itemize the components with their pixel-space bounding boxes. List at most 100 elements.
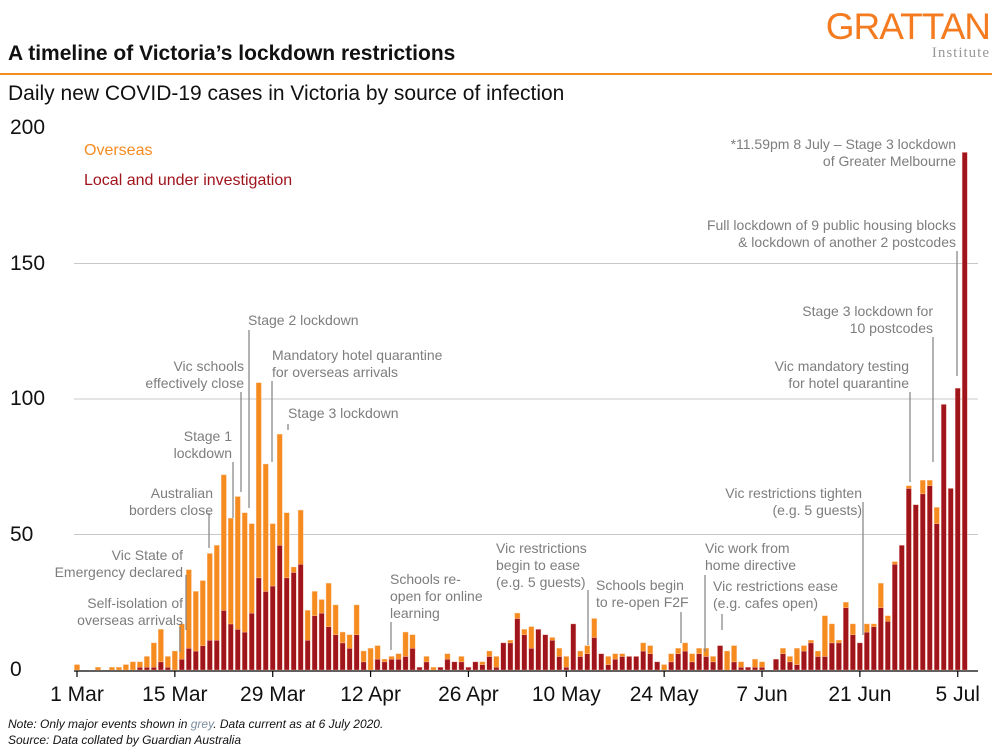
bar-overseas bbox=[255, 382, 262, 579]
bar-overseas bbox=[318, 599, 325, 614]
bar-overseas bbox=[234, 496, 241, 630]
annotation-line: effectively close bbox=[145, 375, 244, 391]
bar-local bbox=[836, 642, 842, 671]
event-annotation: Vic State of Emergency declared bbox=[55, 547, 183, 581]
event-annotation: Vic work from home directive bbox=[705, 540, 796, 574]
bar-local bbox=[346, 648, 353, 671]
bar-overseas bbox=[311, 591, 318, 616]
bar-overseas bbox=[647, 645, 653, 654]
bar-overseas bbox=[514, 612, 521, 619]
bar-local bbox=[179, 658, 185, 671]
bar-overseas bbox=[619, 653, 626, 657]
event-annotation: Full lockdown of 9 public housing blocks… bbox=[707, 217, 956, 251]
event-annotation: Vic schools effectively close bbox=[145, 358, 244, 392]
bar-local bbox=[318, 612, 325, 671]
bar-overseas bbox=[179, 623, 185, 660]
bar-overseas bbox=[137, 661, 143, 668]
bar-overseas bbox=[885, 615, 891, 622]
bar-overseas bbox=[668, 653, 674, 663]
bar-local bbox=[598, 653, 605, 671]
bar-local bbox=[332, 634, 339, 671]
bar-overseas bbox=[381, 658, 388, 663]
bar-local bbox=[423, 661, 430, 671]
bar-local bbox=[577, 656, 584, 671]
annotation-line: open for online bbox=[390, 588, 483, 604]
bar-local bbox=[822, 656, 828, 671]
annotation-line: Australian bbox=[150, 485, 213, 501]
bar-overseas bbox=[227, 518, 234, 625]
bar-overseas bbox=[787, 656, 793, 663]
event-annotation: Self-isolation of overseas arrivals bbox=[77, 595, 183, 629]
bar-local bbox=[269, 585, 276, 671]
bar-overseas bbox=[339, 631, 346, 644]
bar-overseas bbox=[402, 631, 409, 657]
bar-local bbox=[563, 667, 570, 671]
bar-overseas bbox=[780, 648, 786, 654]
event-annotation: Stage 1 lockdown bbox=[174, 428, 232, 462]
bar-overseas bbox=[878, 583, 884, 608]
bar-overseas bbox=[850, 623, 856, 635]
annotation-line: Stage 3 lockdown for bbox=[802, 303, 933, 319]
event-annotation: Vic restrictions ease (e.g. cafes open) bbox=[713, 578, 838, 612]
bar-local bbox=[276, 545, 283, 671]
bar-overseas bbox=[200, 580, 206, 646]
bar-overseas bbox=[172, 650, 178, 671]
bar-overseas bbox=[521, 629, 528, 635]
bar-local bbox=[954, 387, 961, 671]
bar-local bbox=[731, 661, 737, 671]
event-annotation: Mandatory hotel quarantine for overseas a… bbox=[272, 347, 442, 381]
bar-local bbox=[850, 634, 856, 671]
bar-local bbox=[682, 650, 688, 671]
annotation-line: learning bbox=[390, 605, 440, 621]
bar-local bbox=[255, 577, 262, 671]
bar-local bbox=[437, 667, 444, 671]
annotation-line: begin to ease bbox=[496, 557, 581, 573]
bar-local bbox=[787, 661, 793, 671]
title-divider bbox=[0, 73, 992, 75]
bar-local bbox=[528, 648, 535, 671]
bar-local bbox=[472, 661, 479, 671]
annotation-line: 10 postcodes bbox=[849, 320, 933, 336]
bar-overseas bbox=[864, 623, 870, 633]
bar-overseas bbox=[661, 664, 667, 671]
bar-local bbox=[780, 653, 786, 671]
bar-local bbox=[458, 661, 465, 671]
bar-local bbox=[878, 607, 884, 671]
bar-overseas bbox=[871, 623, 877, 627]
chart-title: A timeline of Victoria’s lockdown restri… bbox=[8, 42, 456, 65]
annotation-line: Vic restrictions tighten bbox=[725, 485, 862, 501]
event-annotation: Vic restrictions begin to ease (e.g. 5 gue… bbox=[496, 540, 587, 591]
bar-overseas bbox=[759, 661, 765, 668]
bar-local bbox=[605, 664, 612, 671]
bar-local bbox=[696, 653, 702, 671]
bar-overseas bbox=[703, 648, 709, 657]
bar-overseas bbox=[423, 656, 430, 663]
bar-overseas bbox=[612, 653, 619, 660]
annotation-line: overseas arrivals bbox=[77, 612, 183, 628]
bar-overseas bbox=[528, 626, 535, 649]
bar-local bbox=[710, 661, 716, 671]
annotation-line: Schools re- bbox=[390, 571, 461, 587]
y-tick-label: 100 bbox=[10, 387, 46, 410]
bar-overseas bbox=[269, 523, 276, 587]
annotation-line: Stage 1 bbox=[183, 428, 232, 444]
bar-overseas bbox=[507, 639, 514, 644]
annotation-line: Vic restrictions bbox=[496, 540, 587, 556]
annotation-line: & lockdown of another 2 postcodes bbox=[738, 234, 956, 250]
y-tick-label: 0 bbox=[10, 658, 22, 681]
bar-local bbox=[933, 523, 940, 671]
bar-overseas bbox=[556, 648, 563, 657]
bar-local bbox=[703, 656, 709, 671]
bar-local bbox=[234, 629, 241, 671]
bar-overseas bbox=[731, 645, 737, 663]
bar-local bbox=[388, 658, 395, 671]
bar-local bbox=[144, 667, 150, 671]
bar-overseas bbox=[829, 623, 835, 644]
bar-local bbox=[542, 634, 549, 671]
annotation-line: Vic work from bbox=[705, 540, 790, 556]
y-tick-label: 150 bbox=[10, 251, 46, 275]
source-note: Source: Data collated by Guardian Austra… bbox=[8, 733, 242, 747]
bar-local bbox=[864, 631, 870, 671]
annotation-line: (e.g. cafes open) bbox=[713, 595, 819, 611]
